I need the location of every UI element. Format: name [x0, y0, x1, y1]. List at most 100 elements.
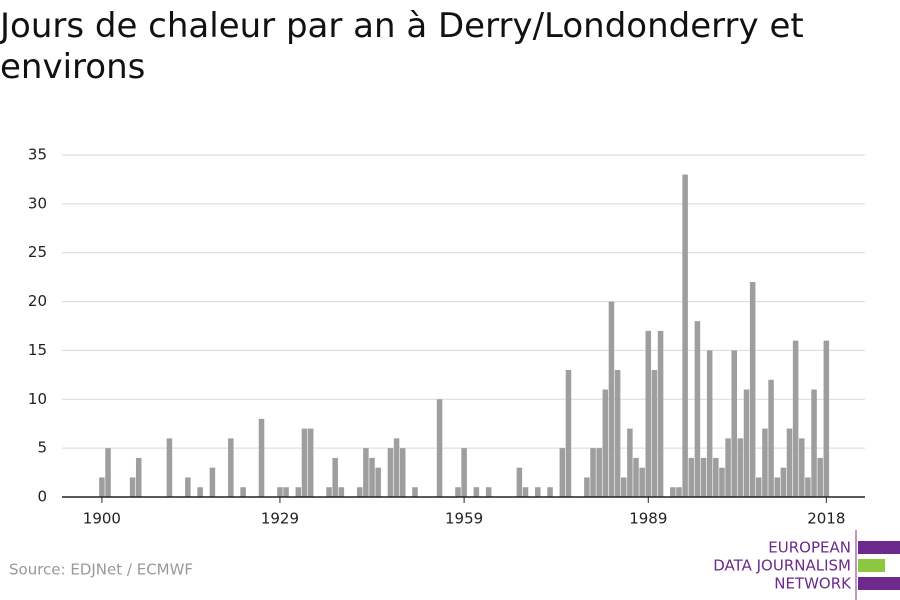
bar — [713, 457, 719, 497]
bar — [645, 330, 652, 497]
bar — [516, 467, 523, 497]
bar — [565, 369, 572, 497]
y-tick-label: 20 — [28, 292, 47, 310]
bar — [473, 487, 480, 497]
bar — [522, 487, 529, 497]
bar — [240, 487, 246, 497]
bar — [228, 438, 234, 497]
bar — [639, 467, 645, 497]
bar — [657, 330, 664, 497]
logo-text: EUROPEAN — [768, 539, 851, 557]
logo-text: NETWORK — [774, 575, 852, 593]
bar — [535, 487, 541, 497]
x-tick-label: 1900 — [83, 510, 121, 528]
y-tick-label: 10 — [28, 390, 47, 408]
bar — [185, 477, 191, 497]
bar — [559, 448, 566, 497]
x-tick-label: 1989 — [629, 510, 667, 528]
bar — [338, 487, 345, 497]
bar — [295, 487, 302, 497]
bar — [774, 477, 780, 497]
bar — [412, 487, 418, 497]
bar — [756, 477, 762, 497]
logo-bar — [858, 577, 900, 590]
bar — [356, 487, 363, 497]
bar — [768, 379, 774, 497]
bar — [258, 418, 265, 497]
bar — [369, 457, 375, 497]
bar — [762, 428, 768, 497]
bar — [166, 438, 173, 497]
x-tick-label: 1929 — [261, 510, 299, 528]
bar — [620, 477, 627, 497]
bar — [688, 457, 695, 497]
bar — [387, 448, 394, 497]
bar — [682, 174, 688, 498]
bar — [547, 487, 553, 497]
bar — [363, 448, 369, 497]
bar — [676, 487, 682, 497]
chart-title: Jours de chaleur par an à Derry/Londonde… — [0, 6, 804, 87]
x-tick-label: 1959 — [445, 510, 483, 528]
bar — [399, 448, 406, 497]
bar — [651, 369, 658, 497]
bar — [307, 428, 314, 497]
bar — [596, 448, 602, 497]
bar — [823, 340, 830, 497]
bar — [455, 487, 461, 497]
bar — [129, 477, 136, 497]
bar — [332, 457, 338, 497]
bar — [99, 477, 105, 497]
bar — [485, 487, 492, 497]
bar — [725, 438, 731, 497]
bar — [105, 448, 111, 497]
bar — [277, 487, 283, 497]
bar — [786, 428, 793, 497]
logo-text: DATA JOURNALISM — [713, 557, 851, 575]
bar — [749, 282, 756, 497]
bar — [719, 467, 725, 497]
bar — [743, 389, 750, 497]
bar — [393, 438, 400, 497]
bar — [375, 467, 381, 497]
bar — [706, 350, 713, 497]
logo-bar — [858, 559, 885, 572]
bar — [670, 487, 676, 497]
bar — [584, 477, 590, 497]
bar — [461, 448, 467, 497]
bar — [602, 389, 609, 497]
y-tick-label: 0 — [37, 488, 47, 506]
bar — [590, 448, 596, 497]
logo-bar — [858, 541, 900, 554]
bar — [197, 487, 203, 497]
bar — [799, 438, 805, 497]
y-tick-label: 15 — [28, 341, 47, 359]
bar — [694, 321, 701, 497]
bar — [301, 428, 308, 497]
bar — [135, 457, 142, 497]
bar — [627, 428, 633, 497]
bar — [326, 487, 332, 497]
bar — [792, 340, 799, 497]
bar — [209, 467, 216, 497]
x-tick-label: 2018 — [807, 510, 845, 528]
y-tick-label: 5 — [37, 439, 47, 457]
y-tick-label: 25 — [28, 243, 47, 261]
bar — [805, 477, 811, 497]
source: Source: EDJNet / ECMWF — [9, 561, 193, 579]
bar — [633, 457, 639, 497]
bar — [608, 301, 615, 497]
bar — [811, 389, 817, 497]
y-tick-label: 35 — [28, 146, 47, 164]
bar — [731, 350, 737, 497]
bar — [436, 399, 443, 497]
y-tick-label: 30 — [28, 194, 47, 212]
bar — [780, 467, 787, 497]
bar — [614, 369, 621, 497]
bar — [283, 487, 289, 497]
bar — [737, 438, 744, 497]
bar — [817, 457, 823, 497]
bar — [700, 457, 707, 497]
